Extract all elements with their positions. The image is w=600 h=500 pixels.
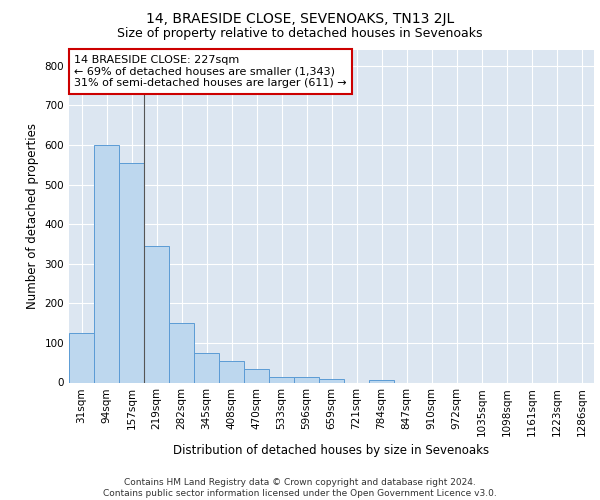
Bar — [294, 378, 319, 382]
Y-axis label: Number of detached properties: Number of detached properties — [26, 123, 39, 309]
Bar — [94, 145, 119, 382]
Text: Contains HM Land Registry data © Crown copyright and database right 2024.
Contai: Contains HM Land Registry data © Crown c… — [103, 478, 497, 498]
Bar — [119, 163, 144, 382]
Bar — [144, 246, 169, 382]
Text: 14 BRAESIDE CLOSE: 227sqm
← 69% of detached houses are smaller (1,343)
31% of se: 14 BRAESIDE CLOSE: 227sqm ← 69% of detac… — [74, 55, 347, 88]
Text: Size of property relative to detached houses in Sevenoaks: Size of property relative to detached ho… — [117, 28, 483, 40]
Bar — [194, 353, 219, 382]
Bar — [244, 368, 269, 382]
X-axis label: Distribution of detached houses by size in Sevenoaks: Distribution of detached houses by size … — [173, 444, 490, 458]
Bar — [169, 323, 194, 382]
Bar — [269, 376, 294, 382]
Bar — [369, 380, 394, 382]
Bar — [219, 360, 244, 382]
Bar — [319, 380, 344, 382]
Bar — [69, 333, 94, 382]
Text: 14, BRAESIDE CLOSE, SEVENOAKS, TN13 2JL: 14, BRAESIDE CLOSE, SEVENOAKS, TN13 2JL — [146, 12, 454, 26]
